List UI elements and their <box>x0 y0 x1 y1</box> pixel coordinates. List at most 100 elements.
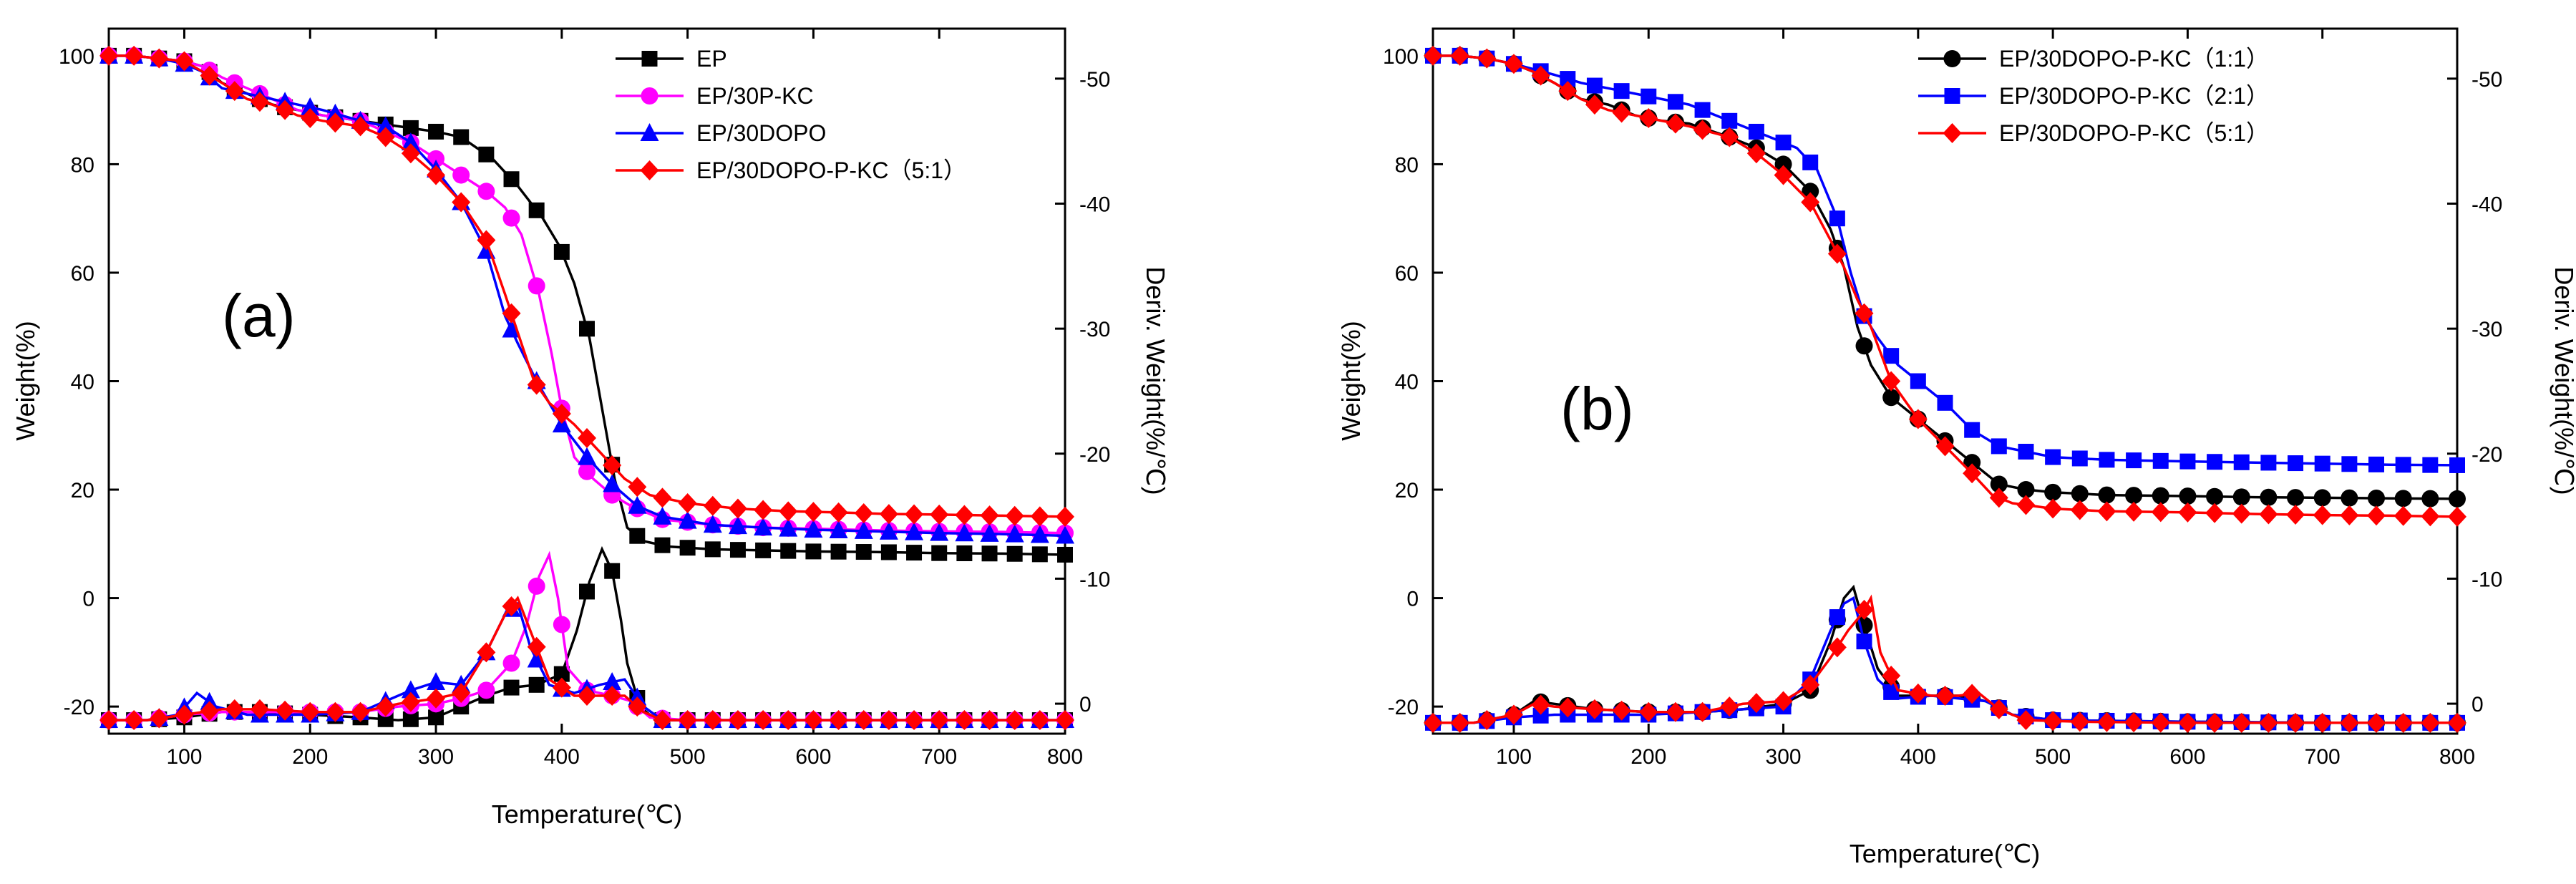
weight-marker <box>1667 94 1683 110</box>
weight-marker <box>1964 422 1980 438</box>
x-tick-label: 700 <box>921 745 957 769</box>
plot-frame-a <box>107 27 1066 735</box>
weight-marker <box>779 501 798 522</box>
weight-marker <box>528 277 545 295</box>
y-tick-label: 0 <box>82 588 94 611</box>
weight-marker <box>2071 450 2088 467</box>
deriv-marker <box>754 710 773 731</box>
series-EP/30DOPO-P-KC（5:1） <box>1424 45 2466 733</box>
weight-marker <box>1030 525 1049 543</box>
weight-marker <box>326 112 345 133</box>
deriv-marker <box>528 676 545 693</box>
weight-marker <box>1056 506 1074 527</box>
weight-marker <box>1585 94 1604 115</box>
deriv-marker <box>628 687 647 706</box>
weight-marker <box>854 502 873 523</box>
weight-marker <box>2288 455 2304 472</box>
weight-marker <box>578 447 596 465</box>
weight-marker <box>2260 488 2278 506</box>
legend-marker <box>640 123 659 141</box>
weight-marker <box>175 51 194 72</box>
y2-axis-title-b: Deriv. Weight(%/℃) <box>2550 266 2576 495</box>
weight-marker <box>1746 143 1766 164</box>
deriv-marker <box>2313 712 2332 733</box>
deriv-marker <box>980 710 999 731</box>
x-tick-label: 300 <box>1766 745 1802 769</box>
weight-marker <box>200 65 219 86</box>
weight-marker <box>1031 546 1048 563</box>
weight-marker <box>1057 546 1073 563</box>
deriv-marker <box>1855 599 1874 620</box>
legend-b: EP/30DOPO-P-KC（1:1） EP/30DOPO-P-KC（2:1） EP… <box>1918 46 2269 146</box>
deriv-marker <box>1532 707 1549 724</box>
legend-marker <box>641 87 658 105</box>
y2-tick-label: -20 <box>1079 443 1110 467</box>
weight-marker <box>1006 545 1023 562</box>
deriv-marker <box>1720 696 1739 717</box>
x-tick-label: 600 <box>2169 745 2205 769</box>
weight-marker <box>2367 505 2386 526</box>
y-tick-label: 20 <box>1395 479 1419 502</box>
weight-marker <box>1424 45 1442 66</box>
weight-marker <box>2340 505 2359 525</box>
x-axis-title-a: Temperature(℃) <box>492 800 683 829</box>
weight-marker <box>2341 489 2358 507</box>
weight-marker <box>1989 487 2008 508</box>
y-tick-label: 100 <box>59 45 94 69</box>
x-tick-label: 100 <box>166 745 202 769</box>
deriv-marker <box>578 685 596 706</box>
chart-panel-a: 100 200 300 400 500 600 700 800 -20 0 20 40 60 80 100 0… <box>11 27 1170 829</box>
weight-marker <box>2314 455 2330 472</box>
deriv-marker <box>326 701 345 722</box>
legend-item: EP/30DOPO-P-KC（2:1） <box>1918 83 2269 109</box>
weight-marker <box>1586 77 1603 94</box>
weight-marker <box>829 520 848 539</box>
x-tick-label: 100 <box>1496 745 1532 769</box>
weight-marker <box>2448 506 2466 527</box>
weight-marker <box>502 303 521 324</box>
weight-marker <box>502 319 521 338</box>
weight-marker <box>2421 490 2439 507</box>
deriv-marker <box>225 699 244 719</box>
weight-marker <box>1694 102 1711 118</box>
y-tick-label: 20 <box>71 479 94 502</box>
weight-marker <box>981 545 998 562</box>
panel-label-b: (b) <box>1560 375 1634 442</box>
x-tick-label: 700 <box>2305 745 2341 769</box>
deriv-marker <box>1774 691 1793 711</box>
weight-marker <box>250 92 269 112</box>
y2-tick-label: -30 <box>2471 318 2502 341</box>
deriv-marker <box>604 563 621 579</box>
deriv-marker <box>1450 712 1469 733</box>
weight-marker <box>2233 454 2250 470</box>
weight-marker <box>1963 454 1981 472</box>
legend-label: EP/30P-KC <box>696 83 814 109</box>
weight-marker <box>905 504 924 525</box>
deriv-marker <box>2016 710 2036 731</box>
deriv-marker <box>528 577 545 595</box>
deriv-marker <box>2259 712 2278 733</box>
weight-marker <box>453 129 470 145</box>
deriv-marker <box>628 696 647 717</box>
deriv-marker <box>1963 684 1982 704</box>
weight-marker <box>1855 337 1873 355</box>
y-tick-label: 100 <box>1383 45 1419 69</box>
x-tick-label: 800 <box>1047 745 1083 769</box>
legend-label: EP/30DOPO-P-KC（5:1） <box>1999 120 2269 146</box>
weight-marker <box>2098 486 2116 504</box>
weight-marker <box>628 477 647 497</box>
deriv-marker <box>2286 712 2305 733</box>
weight-marker <box>2206 487 2224 505</box>
deriv-marker <box>250 699 269 719</box>
deriv-marker <box>527 649 546 668</box>
weight-marker <box>1560 71 1576 87</box>
weight-marker <box>1612 102 1631 123</box>
weight-marker <box>1748 123 1764 140</box>
weight-marker <box>401 132 420 151</box>
weight-marker <box>754 500 773 520</box>
weight-marker <box>478 146 495 162</box>
legend-marker <box>1944 88 1960 104</box>
weight-marker <box>2286 505 2305 525</box>
weight-marker <box>1802 154 1819 170</box>
weight-marker <box>2449 457 2465 473</box>
